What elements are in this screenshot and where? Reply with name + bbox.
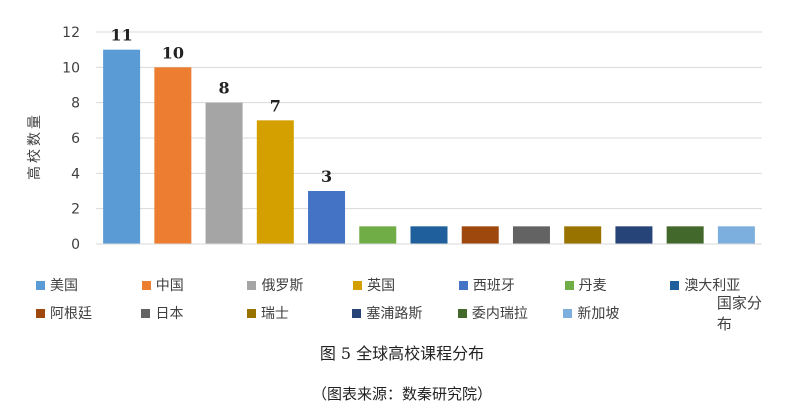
legend-swatch [670, 280, 680, 290]
legend-swatch [353, 280, 363, 290]
legend-swatch [141, 308, 151, 318]
bar-美国 [103, 49, 141, 244]
legend-label: 中国 [155, 278, 184, 294]
bar-西班牙 [308, 191, 346, 244]
y-tick-label: 2 [71, 202, 80, 218]
data-label: 11 [110, 26, 132, 45]
figure-source: （图表来源：数秦研究院） [311, 385, 492, 403]
legend-swatch [247, 280, 257, 290]
y-tick-label: 0 [71, 237, 80, 253]
legend-swatch [563, 308, 573, 318]
legend-item: 澳大利亚 [670, 275, 776, 295]
legend-swatch [564, 280, 574, 290]
legend-item: 英国 [353, 275, 459, 295]
bar-chart: 0 2 4 6 8 10 12 11 10 8 7 3 [62, 25, 762, 253]
figure-caption: 图 5 全球高校课程分布 [319, 344, 485, 363]
bar-瑞士 [564, 226, 602, 244]
y-axis-label: 高校数量 [27, 112, 43, 180]
bar-澳大利亚 [410, 226, 448, 244]
bars [103, 49, 755, 245]
legend-row: 阿根廷 日本 瑞士 塞浦路斯 委内瑞拉 新加坡 国家分布 [36, 294, 776, 333]
legend-label: 新加坡 [577, 306, 620, 322]
legend-swatch [458, 280, 468, 290]
legend-label: 西班牙 [472, 278, 515, 294]
bar-丹麦 [359, 226, 397, 244]
y-tick-label: 4 [71, 166, 80, 182]
bar-委内瑞拉 [666, 226, 704, 244]
legend-item: 新加坡 [563, 303, 668, 323]
legend-item: 委内瑞拉 [457, 303, 563, 323]
legend-swatch [36, 308, 45, 318]
bar-塞浦路斯 [615, 226, 653, 244]
x-axis-label: 国家分布 [716, 294, 762, 333]
legend-swatch [36, 280, 45, 290]
legend-label: 英国 [367, 278, 396, 294]
legend: 美国 中国 俄罗斯 英国 西班牙 丹麦 澳大利亚 阿根廷 日本 瑞士 塞浦路斯 委内瑞拉 新加坡 国家分… [36, 271, 776, 333]
legend-label: 俄罗斯 [261, 278, 304, 294]
legend-item: 日本 [141, 303, 246, 323]
data-label: 7 [270, 96, 281, 115]
legend-label: 阿根廷 [50, 306, 92, 322]
bar-英国 [256, 120, 294, 244]
legend-swatch [352, 308, 362, 318]
legend-row: 美国 中国 俄罗斯 英国 西班牙 丹麦 澳大利亚 [36, 271, 776, 299]
legend-label: 澳大利亚 [684, 278, 741, 294]
legend-item: 中国 [141, 275, 248, 295]
legend-label: 美国 [50, 278, 78, 294]
legend-label: 塞浦路斯 [366, 306, 423, 322]
data-label: 8 [219, 79, 230, 98]
y-tick-label: 8 [71, 96, 80, 112]
legend-item: 瑞士 [246, 303, 352, 323]
bar-中国 [154, 67, 192, 244]
grid-lines [96, 31, 762, 210]
legend-item: 塞浦路斯 [352, 303, 457, 323]
legend-item: 西班牙 [458, 275, 565, 295]
legend-label: 日本 [155, 306, 184, 322]
y-tick-label: 10 [62, 60, 80, 76]
bar-俄罗斯 [205, 102, 243, 245]
legend-item: 阿根廷 [36, 303, 141, 323]
legend-label: 丹麦 [578, 278, 607, 294]
data-labels: 11 10 8 7 3 [110, 26, 332, 186]
legend-label: 委内瑞拉 [471, 306, 528, 322]
legend-swatch [246, 308, 256, 318]
bar-新加坡 [717, 226, 755, 244]
legend-swatch [141, 280, 151, 290]
data-label: 3 [321, 167, 332, 186]
legend-item: 丹麦 [564, 275, 671, 295]
data-label: 10 [162, 43, 184, 62]
bar-阿根廷 [461, 226, 499, 244]
y-axis-ticks: 0 2 4 6 8 10 12 [62, 25, 80, 253]
y-tick-label: 12 [62, 25, 80, 41]
y-tick-label: 6 [71, 131, 80, 147]
legend-item: 美国 [36, 275, 142, 295]
bar-日本 [512, 226, 550, 244]
legend-item: 俄罗斯 [247, 275, 353, 295]
legend-label: 瑞士 [260, 306, 289, 322]
legend-swatch [457, 308, 467, 318]
